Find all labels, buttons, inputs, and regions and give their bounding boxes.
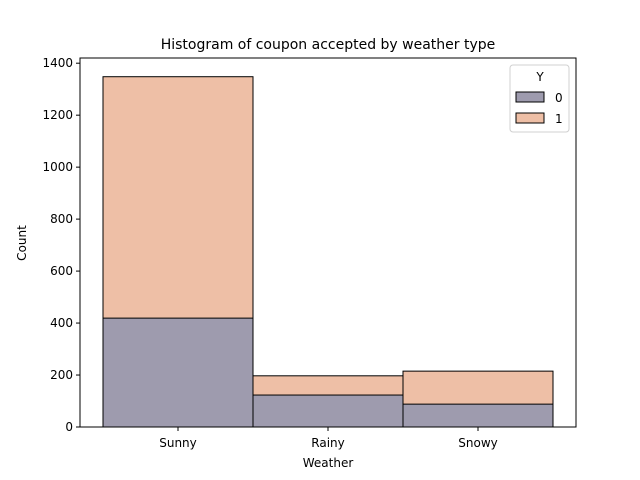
legend-swatch-y1 (515, 112, 545, 124)
legend: Y0 1 (509, 64, 570, 133)
y-tick-label: 400 (50, 316, 73, 330)
y-tick-label: 1200 (42, 108, 73, 122)
bar-sunny-y0 (102, 317, 254, 428)
bar-rainy-y0 (252, 394, 404, 428)
x-tick-label-snowy: Snowy (458, 436, 497, 450)
x-tick-label-sunny: Sunny (159, 436, 197, 450)
y-axis-label: Count (15, 225, 29, 261)
axes-group: 0 200 400 600 800 1000 1200 1400 Sunny Rainy Snowy (42, 56, 577, 450)
x-axis-label: Weather (303, 456, 354, 470)
y-tick-label: 1000 (42, 160, 73, 174)
x-tick-label-rainy: Rainy (311, 436, 344, 450)
bars-group (102, 76, 554, 428)
legend-swatch-y0 (515, 91, 545, 103)
y-tick-label: 0 (65, 420, 73, 434)
y-tick-label: 600 (50, 264, 73, 278)
legend-label-y1: 1 (555, 112, 563, 126)
y-tick-label: 800 (50, 212, 73, 226)
legend-title: Y (535, 70, 544, 84)
chart-title: Histogram of coupon accepted by weather … (161, 37, 496, 53)
y-tick-label: 1400 (42, 56, 73, 70)
legend-label-y0: 0 (555, 91, 563, 105)
y-tick-label: 200 (50, 368, 73, 382)
bar-snowy-y0 (402, 403, 554, 428)
